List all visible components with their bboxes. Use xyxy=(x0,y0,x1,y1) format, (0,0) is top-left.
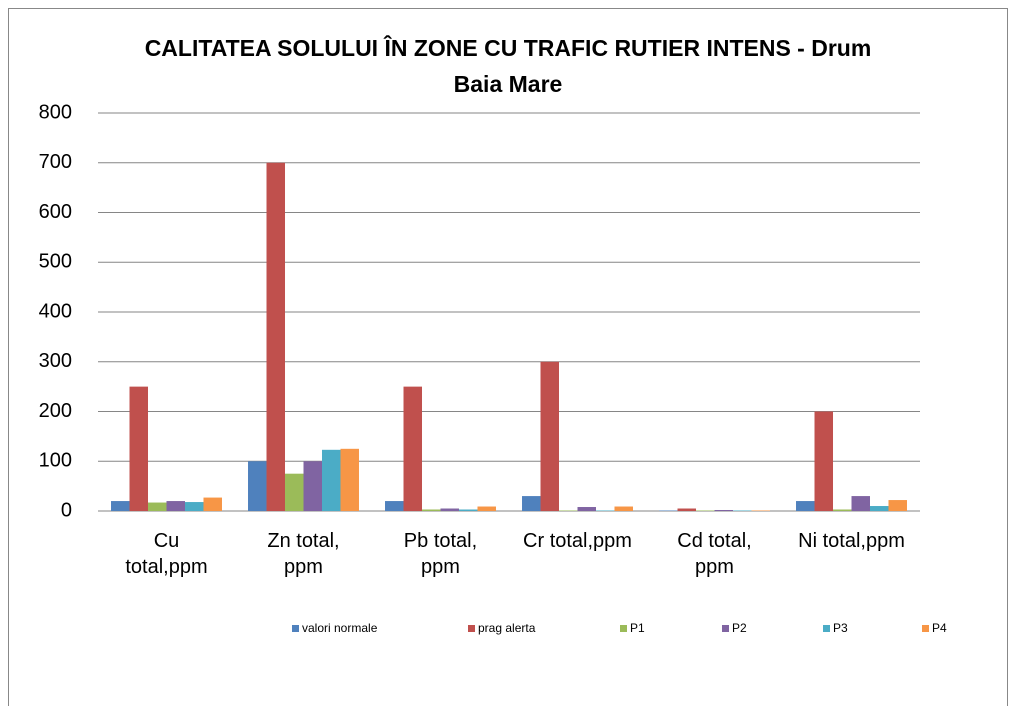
chart-title: CALITATEA SOLULUI ÎN ZONE CU TRAFIC RUTI… xyxy=(144,35,872,97)
bar xyxy=(714,510,733,511)
chart-frame xyxy=(8,8,1008,706)
bar xyxy=(677,508,697,511)
bar xyxy=(111,501,130,511)
legend-label: P3 xyxy=(833,621,848,635)
bar xyxy=(321,449,341,511)
legend-swatch xyxy=(620,624,627,632)
legend-swatch xyxy=(722,624,729,632)
legend-item: prag alerta xyxy=(468,621,535,635)
legend-label: P1 xyxy=(630,621,645,635)
legend-label: P2 xyxy=(732,621,747,635)
y-tick-label: 800 xyxy=(39,101,72,123)
bar xyxy=(148,502,167,511)
x-tick-label: Cu total,ppm xyxy=(125,530,208,578)
bar xyxy=(266,162,286,511)
bar xyxy=(129,386,149,511)
bar xyxy=(440,508,459,511)
bar xyxy=(422,509,441,511)
x-tick-label: Cr total,ppm xyxy=(523,530,632,552)
bar xyxy=(203,497,222,511)
x-tick-label: Cd total, ppm xyxy=(677,530,752,578)
y-tick-label: 0 xyxy=(61,499,72,521)
bar xyxy=(540,361,560,511)
legend-item: valori normale xyxy=(292,621,377,635)
legend-swatch xyxy=(292,624,299,632)
bar xyxy=(184,502,204,511)
bar xyxy=(614,506,633,511)
legend-item: P1 xyxy=(620,621,645,635)
bar xyxy=(166,501,185,511)
y-tick-label: 300 xyxy=(39,350,72,372)
bar xyxy=(403,386,423,511)
legend-label: prag alerta xyxy=(478,621,536,635)
bar xyxy=(522,496,541,511)
bar xyxy=(814,411,834,511)
legend-item: P3 xyxy=(823,621,848,635)
legend-label: P4 xyxy=(932,621,947,635)
x-tick-label: Zn total, ppm xyxy=(267,530,340,578)
y-tick-label: 700 xyxy=(39,151,72,173)
bar xyxy=(303,461,322,511)
legend-swatch xyxy=(468,624,475,632)
bar xyxy=(888,500,907,511)
bar xyxy=(340,448,359,511)
bar xyxy=(285,473,304,511)
legend-swatch xyxy=(922,624,929,632)
x-tick-label: Ni total,ppm xyxy=(798,530,905,552)
bar xyxy=(385,501,404,511)
y-tick-label: 500 xyxy=(39,251,72,273)
y-tick-label: 100 xyxy=(39,450,72,472)
bar xyxy=(248,461,267,511)
legend-item: P2 xyxy=(722,621,747,635)
bar xyxy=(577,507,596,511)
legend-swatch xyxy=(823,624,830,632)
y-tick-label: 400 xyxy=(39,300,72,322)
bar xyxy=(458,509,478,511)
y-tick-label: 200 xyxy=(39,400,72,422)
legend-label: valori normale xyxy=(302,621,378,635)
bar xyxy=(851,496,870,511)
bar xyxy=(477,506,496,511)
legend-item: P4 xyxy=(922,621,947,635)
y-tick-label: 600 xyxy=(39,201,72,223)
x-tick-label: Pb total, ppm xyxy=(403,530,478,578)
bar xyxy=(869,506,889,511)
bar xyxy=(796,501,815,511)
bar xyxy=(833,509,852,511)
